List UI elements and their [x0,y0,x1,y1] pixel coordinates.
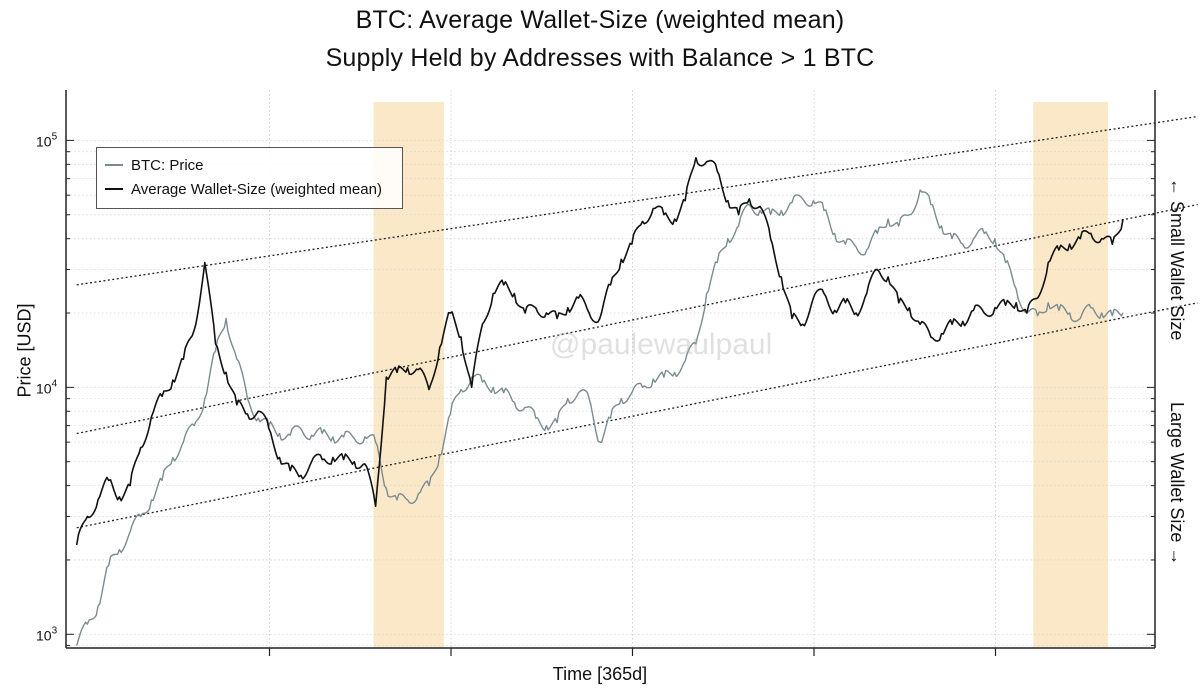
small-wallet-size-label: ← Small Wallet Size [1167,178,1187,341]
grid [66,90,1155,648]
channel-line-lower [76,302,1198,529]
plot-frame [65,90,1156,649]
x-axis-ticks [268,648,997,656]
large-wallet-size-label: Large Wallet Size → [1167,402,1187,566]
channel-lines [76,115,1198,529]
channel-line-middle [76,203,1198,435]
legend-entry-price: BTC: Price [105,155,204,175]
y-tick-label-0: 103 [36,625,58,643]
y-tick-label-2: 105 [36,131,58,149]
legend-entry-wallet-size: Average Wallet-Size (weighted mean) [105,179,382,199]
y-axis-label: Price [USD] [14,303,35,398]
series-lines [75,157,1124,646]
legend-swatch-wallet-size [105,188,123,190]
legend: BTC: Price Average Wallet-Size (weighted… [96,147,403,209]
series-line-0 [76,189,1124,646]
chart-title: BTC: Average Wallet-Size (weighted mean) [355,6,845,34]
legend-swatch-price [105,164,123,166]
chart-subtitle: Supply Held by Addresses with Balance > … [325,44,875,72]
watermark: @paulewaulpaul [550,328,773,361]
highlight-bands [373,102,1109,648]
legend-label-wallet-size: Average Wallet-Size (weighted mean) [131,180,382,198]
highlight-band-1 [1033,102,1109,648]
legend-label-price: BTC: Price [131,156,204,174]
series-line-1 [75,157,1124,546]
y-axis-ticks: 103 104 105 [36,131,1155,647]
x-axis-label: Time [365d] [552,664,648,684]
y-tick-label-1: 104 [36,378,58,396]
